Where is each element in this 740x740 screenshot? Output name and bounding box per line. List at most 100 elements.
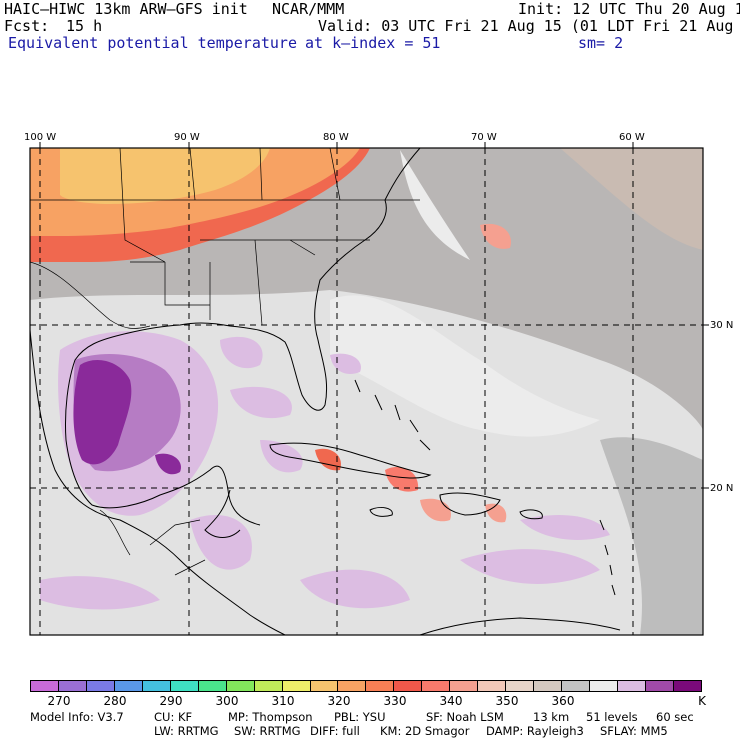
colorbar-label: 320 bbox=[327, 694, 351, 708]
hispaniola bbox=[439, 492, 501, 516]
model-info-sflay: SFLAY: MM5 bbox=[600, 724, 668, 738]
lilac-patch bbox=[460, 549, 600, 584]
tan-field bbox=[560, 148, 703, 250]
forecast-label: Fcst: bbox=[4, 17, 50, 35]
colorbar-swatch bbox=[281, 681, 310, 691]
colorbar-swatch bbox=[505, 681, 534, 691]
colorbar-label: 310 bbox=[271, 694, 295, 708]
colorbar-swatch bbox=[85, 681, 114, 691]
colorbar-swatch bbox=[421, 681, 450, 691]
colorbar-swatch bbox=[672, 681, 701, 691]
coastlines bbox=[30, 148, 621, 635]
colorbar-swatch bbox=[309, 681, 338, 691]
eastern-grey bbox=[600, 437, 703, 635]
field-shading bbox=[30, 148, 703, 635]
model-info-sf: SF: Noah LSM bbox=[426, 710, 504, 724]
colorbar-swatch bbox=[533, 681, 562, 691]
theta-e-map: 100 W 90 W 80 W 70 W 60 W 30 N 20 N bbox=[24, 132, 733, 636]
colorbar-swatch bbox=[253, 681, 282, 691]
colorbar-label: 290 bbox=[159, 694, 183, 708]
lilac-patch bbox=[230, 386, 292, 419]
colorbar-swatch bbox=[197, 681, 226, 691]
lilac-patch bbox=[190, 514, 252, 570]
lilac-patch bbox=[40, 576, 160, 610]
lon-label: 100 W bbox=[24, 132, 56, 143]
gulf-coastline bbox=[64, 148, 421, 526]
lilac-patch bbox=[300, 569, 410, 609]
lilac-patch bbox=[520, 515, 610, 540]
colorbar-swatch bbox=[644, 681, 673, 691]
yucatan bbox=[204, 489, 241, 538]
level-label: at k–index = 51 bbox=[305, 34, 441, 52]
gulf-deep-patch bbox=[155, 453, 181, 475]
model-info-mp: MP: Thompson bbox=[228, 710, 313, 724]
colorbar-swatch bbox=[449, 681, 478, 691]
lilac-patch bbox=[330, 353, 361, 375]
valid-time: Valid: 03 UTC Fri 21 Aug 15 (01 LDT Fri … bbox=[318, 17, 740, 35]
colorbar-label: 350 bbox=[495, 694, 519, 708]
lilac-patch bbox=[220, 336, 263, 369]
colorbar-label: 300 bbox=[215, 694, 239, 708]
colorbar-swatch bbox=[113, 681, 142, 691]
warm-low bbox=[60, 148, 270, 204]
model-info-diff: DIFF: full bbox=[310, 724, 360, 738]
colorbar-swatch bbox=[561, 681, 590, 691]
colorbar-swatch bbox=[31, 681, 58, 691]
warm-spot bbox=[385, 466, 419, 492]
init-time: Init: 12 UTC Thu 20 Aug 15 bbox=[518, 0, 740, 18]
model-info-levels: 51 levels bbox=[586, 710, 638, 724]
warm-spot bbox=[485, 503, 507, 523]
colorbar-swatch bbox=[589, 681, 618, 691]
lat-label: 30 N bbox=[710, 320, 733, 331]
model-info-sw: SW: RRTMG bbox=[234, 724, 301, 738]
color-scale-bar bbox=[30, 680, 702, 692]
mexico-coast bbox=[30, 329, 286, 635]
colorbar-swatch bbox=[337, 681, 366, 691]
model-info-timestep: 60 sec bbox=[656, 710, 694, 724]
warm-spot bbox=[315, 448, 341, 471]
colorbar-label: 270 bbox=[47, 694, 71, 708]
texas-border bbox=[30, 261, 151, 329]
colorbar-swatch bbox=[617, 681, 645, 691]
tick-marks bbox=[39, 142, 709, 489]
model-title: HAIC–HIWC 13km ARW–GFS init bbox=[4, 0, 248, 18]
colorbar-swatch bbox=[365, 681, 394, 691]
colorbar-label: 340 bbox=[439, 694, 463, 708]
lon-label: 90 W bbox=[174, 132, 200, 143]
lesser-antilles bbox=[599, 519, 616, 596]
model-info-pbl: PBL: YSU bbox=[334, 710, 386, 724]
center-label: NCAR/MMM bbox=[272, 0, 345, 18]
colorbar-swatch bbox=[169, 681, 198, 691]
lon-label: 70 W bbox=[471, 132, 497, 143]
light-swirl bbox=[330, 295, 600, 437]
smoothing-label: sm= 2 bbox=[578, 34, 624, 52]
warm-spot bbox=[480, 223, 511, 249]
forecast-hour: 15 h bbox=[66, 17, 103, 35]
south-america-coast bbox=[419, 617, 621, 635]
graticule bbox=[30, 148, 703, 635]
lon-label: 60 W bbox=[619, 132, 645, 143]
puerto-rico bbox=[519, 509, 543, 520]
map-frame bbox=[29, 147, 704, 636]
model-info-damp: DAMP: Rayleigh3 bbox=[486, 724, 584, 738]
lat-label: 20 N bbox=[710, 483, 733, 494]
colorbar-swatch bbox=[57, 681, 86, 691]
state-borders bbox=[30, 148, 420, 326]
lon-label: 80 W bbox=[323, 132, 349, 143]
colorbar-label: 330 bbox=[383, 694, 407, 708]
colorbar-swatch bbox=[393, 681, 422, 691]
jamaica bbox=[369, 507, 393, 517]
colorbar-swatch bbox=[225, 681, 254, 691]
bahamas bbox=[354, 379, 431, 451]
colorbar-label: 280 bbox=[103, 694, 127, 708]
cuba bbox=[269, 442, 432, 479]
gulf-deep bbox=[73, 360, 132, 465]
field-name: Equivalent potential temperature bbox=[8, 34, 297, 52]
colorbar-swatch bbox=[141, 681, 170, 691]
model-info-resolution: 13 km bbox=[533, 710, 570, 724]
colorbar-swatch bbox=[477, 681, 506, 691]
model-info-km: KM: 2D Smagor bbox=[380, 724, 470, 738]
colorbar-unit: K bbox=[698, 694, 706, 708]
model-info-version: Model Info: V3.7 bbox=[30, 710, 124, 724]
